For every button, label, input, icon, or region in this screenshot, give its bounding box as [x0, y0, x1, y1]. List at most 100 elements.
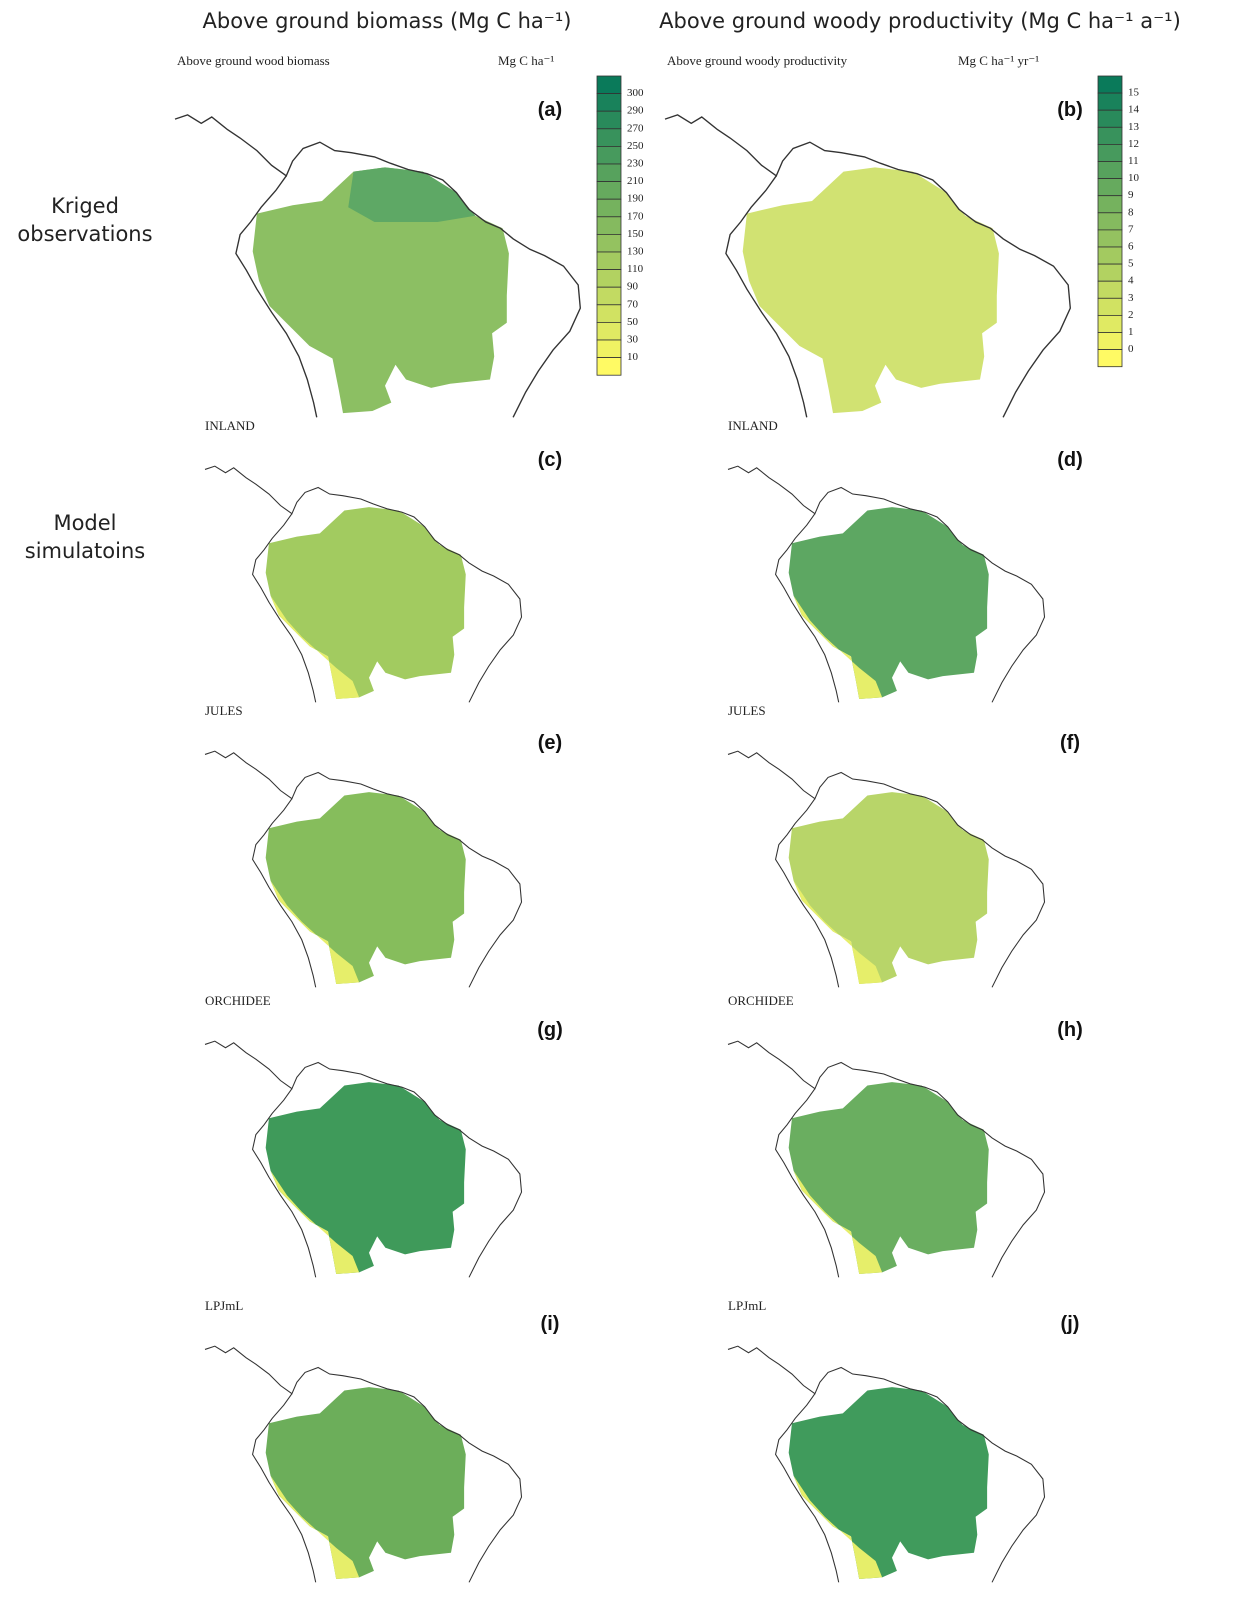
panel-letter: (j) — [1061, 1313, 1080, 1335]
region-fill — [742, 167, 999, 414]
colorbar-box — [1097, 178, 1123, 197]
colorbar-box — [596, 251, 622, 271]
colorbar-box — [1097, 143, 1123, 162]
panel-letter: (b) — [1057, 99, 1083, 121]
coastline — [204, 465, 523, 703]
column-header: Above ground woody productivity (Mg C ha… — [659, 9, 1181, 33]
coastline — [251, 1088, 317, 1278]
coastline — [174, 114, 581, 418]
colorbar-label: 7 — [1128, 223, 1134, 235]
coastline — [251, 798, 317, 988]
colorbar-box — [596, 181, 622, 200]
coastline — [251, 1393, 317, 1583]
colorbar-box — [1097, 229, 1123, 248]
colorbar-box — [596, 145, 622, 165]
colorbar-box — [1097, 212, 1123, 231]
colorbar-label: 50 — [627, 316, 639, 328]
coastline — [774, 798, 840, 988]
coastline — [774, 513, 840, 703]
colorbar-box — [1097, 332, 1123, 351]
colorbar-label: 250 — [627, 140, 644, 152]
map — [174, 114, 581, 418]
region-fill — [265, 1082, 466, 1275]
panel-title: ORCHIDEE — [728, 993, 794, 1008]
colorbar-label: 10 — [627, 351, 639, 363]
map-panel: INLAND (c) — [204, 418, 562, 703]
region-fill — [788, 792, 989, 985]
coastline — [251, 513, 317, 703]
colorbar-box — [1097, 314, 1123, 333]
row-label-line: simulatoins — [25, 539, 145, 563]
panel-title: Above ground woody productivity — [667, 53, 848, 68]
panel-letter: (a) — [538, 99, 562, 121]
colorbar-box — [596, 339, 622, 359]
panel-title: JULES — [205, 703, 243, 718]
colorbar-label: 190 — [627, 193, 644, 205]
coastline — [727, 1345, 1046, 1583]
map — [204, 750, 523, 988]
colorbar-label: 170 — [627, 210, 644, 222]
region-fringe — [270, 880, 360, 985]
colorbar-label: 210 — [627, 175, 644, 187]
coastline — [727, 750, 1046, 988]
colorbar-label: 1 — [1128, 326, 1134, 338]
column-header: Above ground biomass (Mg C ha⁻¹) — [203, 9, 572, 33]
panel-letter: (i) — [541, 1313, 560, 1335]
colorbar-label: 2 — [1128, 309, 1134, 321]
panel-letter: (c) — [538, 449, 562, 471]
colorbar-label: 3 — [1128, 292, 1134, 304]
colorbar-label: 0 — [1128, 343, 1134, 355]
colorbar-box — [596, 198, 622, 218]
colorbar-label: 90 — [627, 281, 639, 293]
map — [727, 1345, 1046, 1583]
colorbar-box — [1097, 92, 1123, 111]
colorbar-box — [596, 110, 622, 130]
map — [727, 465, 1046, 703]
row-label: Model simulatoins — [25, 511, 145, 563]
coastline — [774, 1088, 840, 1278]
colorbar-label: 70 — [627, 298, 639, 310]
colorbar-box — [1097, 195, 1123, 214]
colorbar-box — [596, 75, 622, 95]
colorbar-box — [1097, 297, 1123, 316]
map-panel: INLAND (d) — [727, 418, 1083, 703]
region-fill — [788, 1387, 989, 1580]
panel-title: Above ground wood biomass — [177, 53, 330, 68]
colorbar-label: 150 — [627, 228, 644, 240]
colorbar-label: 30 — [627, 334, 639, 346]
panel-title: LPJmL — [205, 1298, 243, 1313]
map-panel: JULES (e) — [204, 703, 562, 988]
panel-title: LPJmL — [728, 1298, 766, 1313]
panel-letter: (g) — [537, 1019, 563, 1041]
row-label-line: Model — [53, 511, 116, 535]
colorbar-label: 10 — [1128, 172, 1140, 184]
colorbar-label: 290 — [627, 105, 644, 117]
colorbar-label: 5 — [1128, 258, 1134, 270]
coastline — [727, 465, 1046, 703]
panel-letter: (h) — [1057, 1019, 1083, 1041]
colorbar: 300 290 270 250 230 210 190 170 150 130 110 90 70 50 3… — [596, 75, 644, 376]
region-fill — [265, 792, 466, 985]
panel-letter: (e) — [538, 732, 562, 754]
colorbar-box — [1097, 75, 1123, 94]
colorbar-box — [596, 128, 622, 147]
colorbar-box — [1097, 263, 1123, 282]
colorbar-label: 14 — [1128, 104, 1140, 116]
map-panel: LPJmL (j) — [727, 1298, 1080, 1583]
coastline — [204, 750, 523, 988]
colorbar-label: 130 — [627, 246, 644, 258]
coastline — [204, 1040, 523, 1278]
colorbar-label: 12 — [1128, 138, 1139, 150]
panel-title: INLAND — [205, 418, 255, 433]
row-label-line: Kriged — [51, 194, 119, 218]
coastline — [774, 1393, 840, 1583]
coastline — [727, 1040, 1046, 1278]
region-fringe — [793, 880, 883, 985]
panel-title: INLAND — [728, 418, 778, 433]
colorbar-label: 13 — [1128, 121, 1140, 133]
map — [727, 750, 1046, 988]
map-panel: ORCHIDEE (h) — [727, 993, 1083, 1278]
region-fill-dark — [348, 167, 476, 222]
colorbar-label: 15 — [1128, 87, 1140, 99]
